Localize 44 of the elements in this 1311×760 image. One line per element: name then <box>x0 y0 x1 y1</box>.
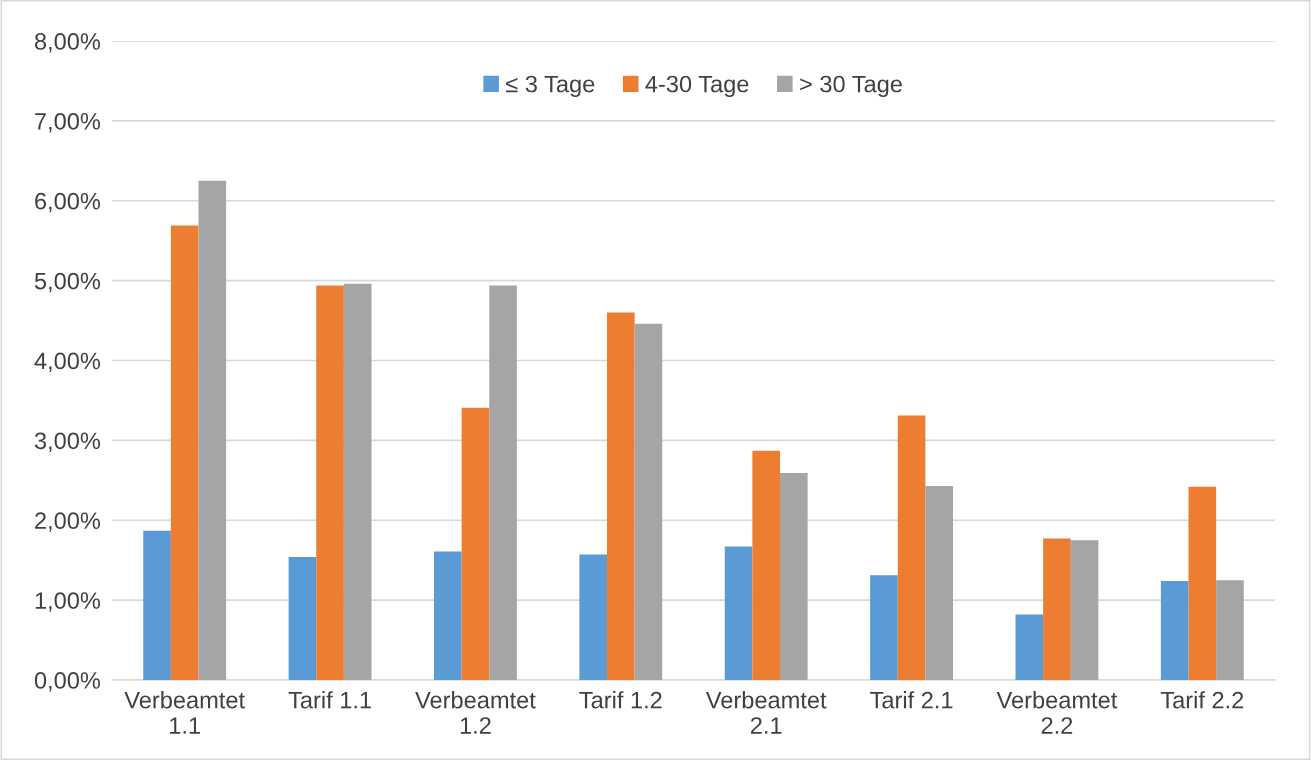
y-tick-label: 5,00% <box>34 272 101 293</box>
x-tick-label: Tarif 1.1 <box>288 691 371 709</box>
bar <box>1188 486 1217 680</box>
bar <box>1070 540 1099 680</box>
bar <box>434 551 462 680</box>
bar <box>1043 538 1071 680</box>
legend-label: > 30 Tage <box>800 75 902 98</box>
bar <box>461 407 490 680</box>
legend-label: ≤ 3 Tage <box>506 75 595 98</box>
bar <box>1216 580 1244 680</box>
x-tick-label: Verbeamtet 2.1 <box>705 691 827 734</box>
x-tick-label: Verbeamtet 1.2 <box>415 691 536 734</box>
y-tick-label: 0,00% <box>34 672 101 692</box>
x-tick-label: Tarif 2.2 <box>1160 691 1244 709</box>
y-tick-label: 7,00% <box>35 112 101 133</box>
bar <box>724 546 753 680</box>
y-tick-label: 6,00% <box>35 192 101 213</box>
bar <box>1015 614 1044 680</box>
bar <box>343 283 372 680</box>
bar <box>607 312 635 680</box>
bar <box>870 575 898 680</box>
bar <box>925 485 953 680</box>
bar <box>170 225 199 680</box>
x-tick-label: Verbeamtet 1.1 <box>124 691 245 734</box>
bar <box>579 554 607 680</box>
bar <box>634 323 663 680</box>
y-tick-label: 1,00% <box>35 592 101 612</box>
y-tick-label: 3,00% <box>34 432 101 452</box>
bar <box>780 473 808 680</box>
bar <box>489 285 517 680</box>
y-tick-label: 4,00% <box>34 352 101 373</box>
x-tick-label: Tarif 1.2 <box>579 691 662 709</box>
bar <box>1160 580 1189 680</box>
bar <box>897 415 926 680</box>
legend-label: 4-30 Tage <box>645 75 749 98</box>
x-tick-label: Verbeamtet 2.2 <box>996 691 1118 734</box>
bar <box>316 285 344 680</box>
bar <box>143 530 171 680</box>
x-tick-label: Tarif 2.1 <box>870 691 953 709</box>
y-tick-label: 2,00% <box>35 512 101 532</box>
y-tick-label: 8,00% <box>34 33 101 53</box>
bar <box>198 180 227 680</box>
bar <box>288 556 317 680</box>
bar <box>752 450 780 680</box>
